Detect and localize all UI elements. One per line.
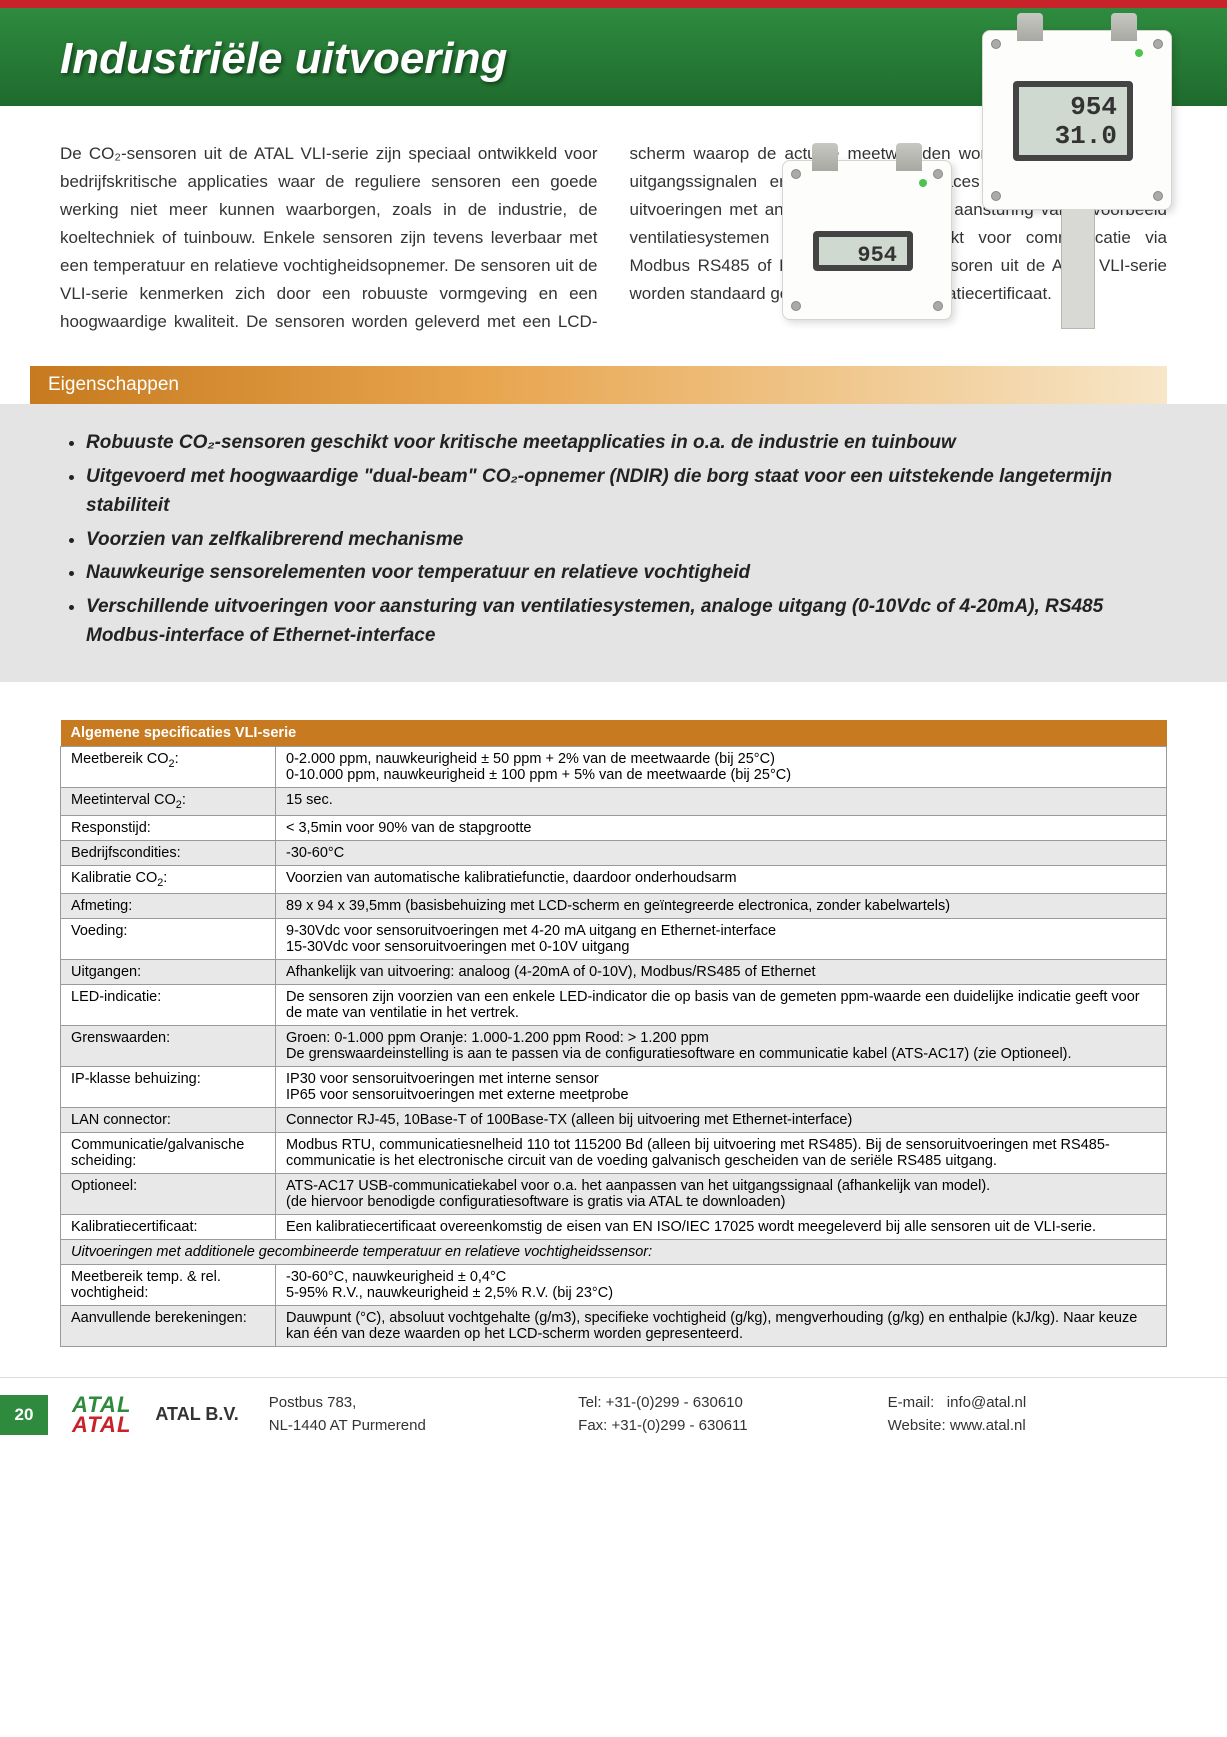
footer-phone: Tel: +31-(0)299 - 630610 Fax: +31-(0)299… (578, 1392, 887, 1437)
spec-value: Dauwpunt (°C), absoluut vochtgehalte (g/… (276, 1306, 1167, 1347)
footer-web: E-mail: info@atal.nl Website: www.atal.n… (888, 1392, 1197, 1437)
spec-value: -30-60°C, nauwkeurigheid ± 0,4°C5-95% R.… (276, 1265, 1167, 1306)
spec-value: De sensoren zijn voorzien van een enkele… (276, 985, 1167, 1026)
sensor-left-illustration: 954 (782, 160, 952, 320)
spec-value: 0-2.000 ppm, nauwkeurigheid ± 50 ppm + 2… (276, 747, 1167, 788)
spec-row: Kalibratie CO2:Voorzien van automatische… (61, 866, 1167, 894)
footer-address: Postbus 783, NL-1440 AT Purmerend (269, 1392, 578, 1437)
spec-row: LED-indicatie:De sensoren zijn voorzien … (61, 985, 1167, 1026)
sensor-left-lcd: 954 (813, 231, 913, 271)
spec-label: Bedrijfscondities: (61, 841, 276, 866)
properties-header: Eigenschappen (30, 366, 1167, 404)
spec-label: LED-indicatie: (61, 985, 276, 1026)
spec-row: Meetbereik temp. & rel. vochtigheid:-30-… (61, 1265, 1167, 1306)
spec-value: Modbus RTU, communicatiesnelheid 110 tot… (276, 1133, 1167, 1174)
spec-table-title: Algemene specificaties VLI-serie (61, 720, 1167, 747)
spec-label: Grenswaarden: (61, 1026, 276, 1067)
spec-label: Kalibratie CO2: (61, 866, 276, 894)
page-footer: 20 ATAL ATAL ATAL B.V. Postbus 783, NL-1… (0, 1377, 1227, 1451)
product-image: 954 95431.0 (772, 30, 1172, 340)
spec-value: Afhankelijk van uitvoering: analoog (4-2… (276, 960, 1167, 985)
spec-label: Voeding: (61, 919, 276, 960)
sensor-right-lcd: 95431.0 (1013, 81, 1133, 161)
spec-row: Optioneel:ATS-AC17 USB-communicatiekabel… (61, 1174, 1167, 1215)
spec-row: Meetbereik CO2:0-2.000 ppm, nauwkeurighe… (61, 747, 1167, 788)
page-number: 20 (0, 1395, 48, 1435)
spec-label: Communicatie/galvanische scheiding: (61, 1133, 276, 1174)
spec-value: 15 sec. (276, 788, 1167, 816)
property-item: Verschillende uitvoeringen voor aansturi… (86, 592, 1167, 651)
spec-label: Afmeting: (61, 894, 276, 919)
spec-label: Meetbereik temp. & rel. vochtigheid: (61, 1265, 276, 1306)
spec-value: IP30 voor sensoruitvoeringen met interne… (276, 1067, 1167, 1108)
top-red-bar (0, 0, 1227, 8)
spec-row: Bedrijfscondities:-30-60°C (61, 841, 1167, 866)
spec-row: Communicatie/galvanische scheiding:Modbu… (61, 1133, 1167, 1174)
spec-label: Uitgangen: (61, 960, 276, 985)
spec-label: Responstijd: (61, 816, 276, 841)
sensor-right-illustration: 95431.0 (982, 30, 1172, 210)
company-name: ATAL B.V. (155, 1404, 238, 1425)
spec-label: Aanvullende berekeningen: (61, 1306, 276, 1347)
spec-value: Een kalibratiecertificaat overeenkomstig… (276, 1215, 1167, 1240)
spec-value: 9-30Vdc voor sensoruitvoeringen met 4-20… (276, 919, 1167, 960)
property-item: Nauwkeurige sensorelementen voor tempera… (86, 558, 1167, 587)
atal-logo: ATAL ATAL (72, 1395, 131, 1435)
spec-label: Kalibratiecertificaat: (61, 1215, 276, 1240)
spec-row: IP-klasse behuizing:IP30 voor sensoruitv… (61, 1067, 1167, 1108)
spec-label: Meetinterval CO2: (61, 788, 276, 816)
spec-value: 89 x 94 x 39,5mm (basisbehuizing met LCD… (276, 894, 1167, 919)
spec-row: Voeding:9-30Vdc voor sensoruitvoeringen … (61, 919, 1167, 960)
spec-value: Connector RJ-45, 10Base-T of 100Base-TX … (276, 1108, 1167, 1133)
spec-row: Meetinterval CO2:15 sec. (61, 788, 1167, 816)
spec-row: Uitgangen:Afhankelijk van uitvoering: an… (61, 960, 1167, 985)
spec-row: Kalibratiecertificaat:Een kalibratiecert… (61, 1215, 1167, 1240)
spec-label: IP-klasse behuizing: (61, 1067, 276, 1108)
spec-value: Groen: 0-1.000 ppm Oranje: 1.000-1.200 p… (276, 1026, 1167, 1067)
spec-label: LAN connector: (61, 1108, 276, 1133)
spec-label: Optioneel: (61, 1174, 276, 1215)
properties-list: Robuuste CO₂-sensoren geschikt voor krit… (60, 428, 1167, 650)
spec-row: Responstijd:< 3,5min voor 90% van de sta… (61, 816, 1167, 841)
spec-row: Grenswaarden:Groen: 0-1.000 ppm Oranje: … (61, 1026, 1167, 1067)
spec-label: Meetbereik CO2: (61, 747, 276, 788)
property-item: Uitgevoerd met hoogwaardige "dual-beam" … (86, 462, 1167, 521)
property-item: Robuuste CO₂-sensoren geschikt voor krit… (86, 428, 1167, 457)
spec-table: Algemene specificaties VLI-serie Meetber… (60, 720, 1167, 1347)
spec-value: Voorzien van automatische kalibratiefunc… (276, 866, 1167, 894)
spec-value: ATS-AC17 USB-communicatiekabel voor o.a.… (276, 1174, 1167, 1215)
spec-subheader: Uitvoeringen met additionele gecombineer… (61, 1240, 1167, 1265)
spec-value: < 3,5min voor 90% van de stapgrootte (276, 816, 1167, 841)
spec-row: Aanvullende berekeningen:Dauwpunt (°C), … (61, 1306, 1167, 1347)
spec-value: -30-60°C (276, 841, 1167, 866)
property-item: Voorzien van zelfkalibrerend mechanisme (86, 525, 1167, 554)
spec-row: Afmeting:89 x 94 x 39,5mm (basisbehuizin… (61, 894, 1167, 919)
properties-box: Robuuste CO₂-sensoren geschikt voor krit… (0, 404, 1227, 682)
spec-row: LAN connector:Connector RJ-45, 10Base-T … (61, 1108, 1167, 1133)
